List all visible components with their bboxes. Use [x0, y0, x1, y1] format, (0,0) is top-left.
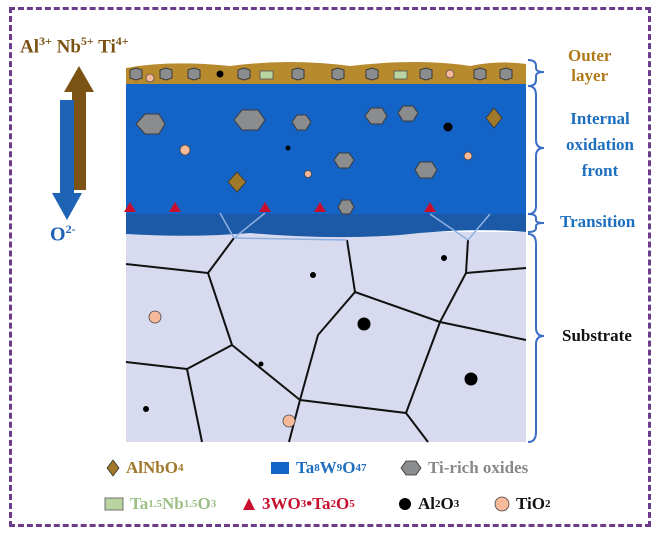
green-rect-icon	[104, 497, 124, 511]
legend-ti-rich: Ti-rich oxides	[400, 458, 528, 478]
legend-tio2: TiO 2	[494, 494, 550, 514]
internal-alnbo4	[227, 171, 247, 193]
substrate-tio2	[148, 310, 162, 324]
internal-alnbo4	[485, 107, 503, 129]
internal-oxidation-label: Internal oxidation front	[566, 109, 635, 180]
diamond-icon	[106, 459, 120, 477]
substrate-label: Substrate	[562, 326, 632, 345]
legend-al2o3: Al 2 O 3	[398, 494, 459, 514]
black-dot-icon	[399, 498, 411, 510]
internal-al2o3	[443, 122, 453, 132]
substrate-al2o3	[310, 272, 316, 278]
internal-ti-rich-oxides	[135, 105, 438, 215]
dashed-frame	[9, 7, 651, 527]
cation-labels: Al3+ Nb5+ Ti4+	[20, 34, 129, 58]
legend-tanbo: Ta 1.5 Nb 1.5 O 3	[104, 494, 216, 514]
blue-rect-icon	[271, 462, 289, 474]
braces	[527, 59, 545, 443]
grain-boundaries	[125, 237, 527, 443]
substrate-al2o3	[441, 255, 447, 261]
substrate-tio2	[282, 414, 296, 428]
triangle-icon	[243, 498, 255, 510]
oxygen-ion-label: O2-	[50, 222, 76, 246]
internal-al2o3	[285, 145, 291, 151]
internal-oxidation-layer	[126, 80, 526, 214]
cation-arrow-up	[64, 66, 94, 190]
al-ion: Al	[20, 36, 39, 58]
substrate-al2o3	[357, 317, 371, 331]
outer-ti-rich-oxides	[129, 67, 513, 81]
outer-tio2	[445, 69, 455, 79]
ti-ion: Ti	[98, 36, 116, 58]
internal-wo-ta-triangles	[124, 202, 436, 212]
outer-tanbo	[259, 70, 274, 80]
outer-layer-label: Outer layer	[568, 46, 612, 85]
legend-wo-ta: 3WO 3 •Ta 2 O 5	[242, 494, 355, 514]
internal-tio2	[304, 170, 312, 178]
substrate-al2o3	[258, 361, 264, 367]
nb-ion: Nb	[56, 36, 81, 58]
transition-lines	[219, 212, 491, 241]
legend-alnbo4: AlNbO 4	[106, 458, 183, 478]
oxygen-arrow-down	[52, 100, 82, 220]
outer-tanbo	[393, 70, 408, 80]
internal-tio2	[463, 151, 473, 161]
substrate-al2o3	[143, 406, 149, 412]
outer-layer	[126, 62, 526, 84]
outer-al2o3	[216, 70, 224, 78]
legend-tawo: Ta 8 W 9 O 47	[270, 458, 367, 478]
substrate-al2o3	[464, 372, 478, 386]
hexagon-icon	[400, 460, 422, 476]
transition-band	[126, 214, 526, 238]
peach-dot-icon	[494, 496, 510, 512]
transition-label: Transition	[560, 212, 636, 231]
substrate-layer	[126, 232, 526, 442]
internal-tio2	[179, 144, 191, 156]
outer-tio2	[145, 73, 155, 83]
